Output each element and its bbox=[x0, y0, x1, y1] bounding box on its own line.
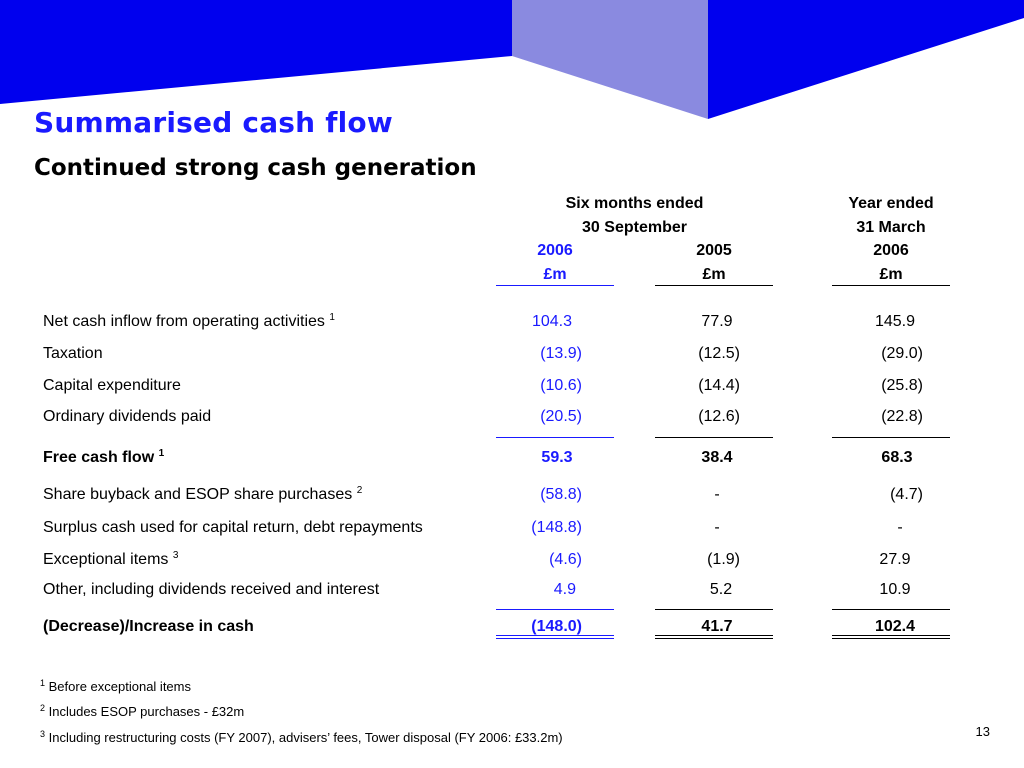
header-rule-col3 bbox=[832, 285, 950, 286]
cell-buyback-h1-2006: (58.8) bbox=[540, 486, 582, 503]
cell-taxation-fy-2006: (29.0) bbox=[881, 345, 923, 362]
cell-net-cash-inflow-h1-2006: 104.3 bbox=[531, 313, 573, 330]
slide-subtitle: Continued strong cash generation bbox=[34, 155, 477, 181]
header-rule-col2 bbox=[655, 285, 773, 286]
cell-net-cash-inflow-h1-2005: 77.9 bbox=[701, 313, 733, 330]
row-label-free-cash-flow: Free cash flow 1 bbox=[43, 448, 165, 467]
header-six-months-line2: 30 September bbox=[582, 219, 687, 236]
cell-other-fy-2006: 10.9 bbox=[879, 581, 911, 598]
cell-dividends-h1-2005: (12.6) bbox=[698, 408, 740, 425]
row-label-net-cash-inflow: Net cash inflow from operating activitie… bbox=[43, 312, 335, 331]
cell-other-h1-2005: 5.2 bbox=[709, 581, 733, 598]
cell-taxation-h1-2005: (12.5) bbox=[698, 345, 740, 362]
cell-other-h1-2006: 4.9 bbox=[553, 581, 576, 598]
total-rule-col3 bbox=[832, 609, 950, 610]
cell-exceptional-h1-2006: (4.6) bbox=[549, 551, 582, 568]
header-unit-col3: £m bbox=[879, 266, 903, 283]
row-label-surplus-cash: Surplus cash used for capital return, de… bbox=[43, 519, 423, 536]
cell-net-cash-inflow-fy-2006: 145.9 bbox=[874, 313, 916, 330]
header-year-ended-line1: Year ended bbox=[848, 195, 934, 212]
cell-fcf-fy-2006: 68.3 bbox=[881, 449, 913, 466]
footnote-1: 1 Before exceptional items bbox=[40, 678, 191, 695]
cell-change-in-cash-fy-2006: 102.4 bbox=[874, 618, 916, 635]
header-year-2005-h1: 2005 bbox=[696, 242, 732, 259]
cell-exceptional-fy-2006: 27.9 bbox=[879, 551, 911, 568]
subtotal-rule-col1 bbox=[496, 437, 614, 438]
row-label-change-in-cash: (Decrease)/Increase in cash bbox=[43, 618, 254, 635]
slide-title: Summarised cash flow bbox=[34, 106, 393, 139]
cell-dividends-h1-2006: (20.5) bbox=[540, 408, 582, 425]
total-double-rule-col2 bbox=[655, 635, 773, 639]
cell-fcf-h1-2006: 59.3 bbox=[541, 449, 573, 466]
cell-fcf-h1-2005: 38.4 bbox=[701, 449, 733, 466]
cell-surplus-h1-2006: (148.8) bbox=[531, 519, 582, 536]
row-label-share-buyback: Share buyback and ESOP share purchases 2 bbox=[43, 485, 363, 504]
page-number: 13 bbox=[975, 724, 990, 739]
cell-capex-h1-2006: (10.6) bbox=[540, 377, 582, 394]
row-label-exceptional-items: Exceptional items 3 bbox=[43, 550, 179, 569]
cell-capex-h1-2005: (14.4) bbox=[698, 377, 740, 394]
cell-surplus-h1-2005: - bbox=[714, 519, 720, 536]
total-double-rule-col1 bbox=[496, 635, 614, 639]
header-six-months-line1: Six months ended bbox=[565, 195, 704, 212]
total-rule-col2 bbox=[655, 609, 773, 610]
header-year-2006-fy: 2006 bbox=[873, 242, 909, 259]
header-rule-col1 bbox=[496, 285, 614, 286]
cell-taxation-h1-2006: (13.9) bbox=[540, 345, 582, 362]
total-double-rule-col3 bbox=[832, 635, 950, 639]
header-year-2006-h1: 2006 bbox=[537, 242, 573, 259]
header-unit-col2: £m bbox=[702, 266, 726, 283]
row-label-capital-expenditure: Capital expenditure bbox=[43, 377, 181, 394]
cell-surplus-fy-2006: - bbox=[897, 519, 903, 536]
cell-buyback-fy-2006: (4.7) bbox=[890, 486, 923, 503]
banner-middle-shape bbox=[512, 0, 708, 119]
row-label-ordinary-dividends: Ordinary dividends paid bbox=[43, 408, 212, 425]
cell-change-in-cash-h1-2006: (148.0) bbox=[531, 618, 582, 635]
footnote-3: 3 Including restructuring costs (FY 2007… bbox=[40, 729, 563, 746]
cell-capex-fy-2006: (25.8) bbox=[881, 377, 923, 394]
total-rule-col1 bbox=[496, 609, 614, 610]
banner-right-shape bbox=[708, 0, 1024, 119]
cell-dividends-fy-2006: (22.8) bbox=[881, 408, 923, 425]
cell-exceptional-h1-2005: (1.9) bbox=[707, 551, 740, 568]
row-label-other: Other, including dividends received and … bbox=[43, 581, 380, 598]
subtotal-rule-col3 bbox=[832, 437, 950, 438]
subtotal-rule-col2 bbox=[655, 437, 773, 438]
header-year-ended-line2: 31 March bbox=[856, 219, 926, 236]
header-banner bbox=[0, 0, 1024, 119]
cell-buyback-h1-2005: - bbox=[714, 486, 720, 503]
footnote-2: 2 Includes ESOP purchases - £32m bbox=[40, 703, 245, 720]
header-unit-col1: £m bbox=[543, 266, 567, 283]
cell-change-in-cash-h1-2005: 41.7 bbox=[701, 618, 733, 635]
row-label-taxation: Taxation bbox=[43, 345, 103, 362]
banner-left-shape bbox=[0, 0, 512, 104]
